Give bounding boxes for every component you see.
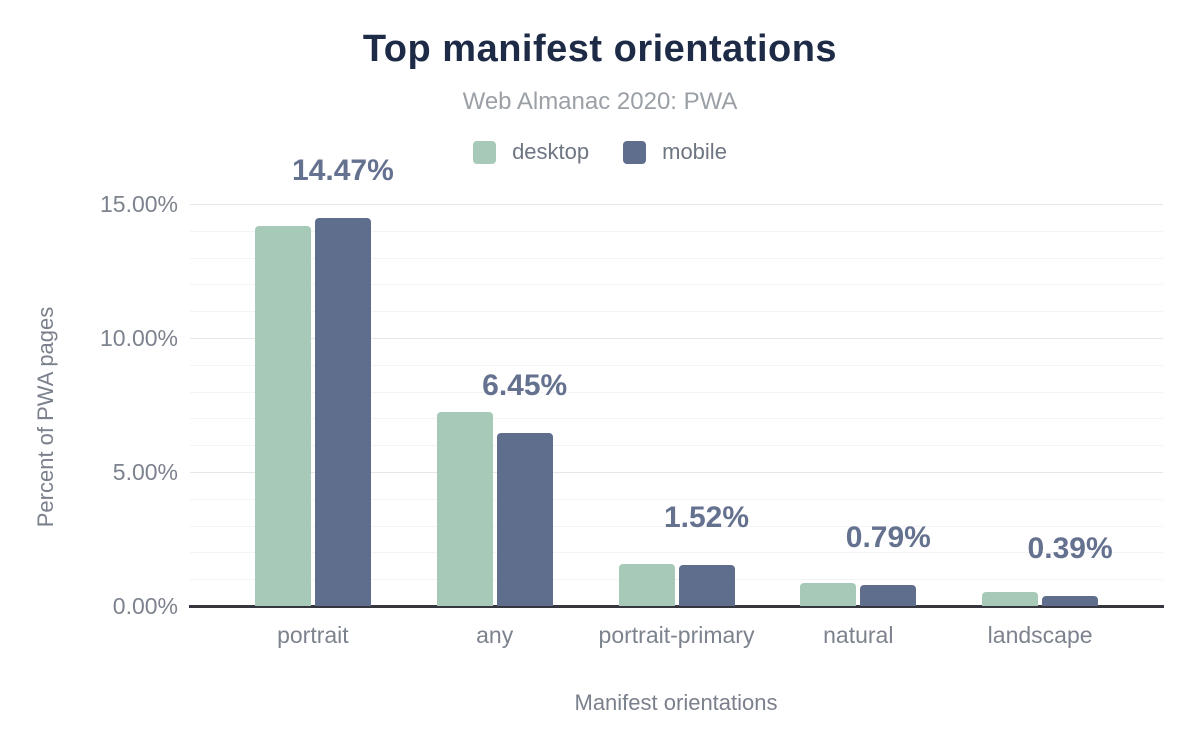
bar-desktop-any <box>436 412 493 606</box>
legend-item-desktop[interactable]: desktop <box>473 139 589 165</box>
x-category-label: portrait <box>277 622 349 648</box>
x-category-label: natural <box>823 622 894 648</box>
y-tick-label: 5.00% <box>112 459 178 485</box>
bar-mobile-landscape <box>1042 596 1099 606</box>
x-category-label: landscape <box>987 622 1093 648</box>
minor-gridline <box>190 552 1163 554</box>
x-axis-line <box>189 605 1164 608</box>
y-axis-title: Percent of PWA pages <box>33 306 58 528</box>
minor-gridline <box>190 418 1163 420</box>
value-label: 14.47% <box>292 154 394 188</box>
x-category-label: portrait-primary <box>598 622 755 648</box>
chart-title: Top manifest orientations <box>362 28 838 70</box>
x-category-label: any <box>476 622 514 648</box>
bar-mobile-portrait-primary <box>678 565 735 606</box>
legend-label: mobile <box>662 139 727 164</box>
value-label: 0.39% <box>1027 531 1113 565</box>
major-gridline <box>190 204 1163 205</box>
bar-desktop-portrait-primary <box>618 564 675 606</box>
minor-gridline <box>190 525 1163 527</box>
y-tick-label: 0.00% <box>112 593 178 619</box>
value-label: 6.45% <box>482 369 568 403</box>
y-tick-label: 15.00% <box>99 191 178 217</box>
bar-mobile-natural <box>860 585 917 606</box>
legend-swatch-mobile <box>623 140 647 164</box>
minor-gridline <box>190 284 1163 286</box>
chart-subtitle: Web Almanac 2020: PWA <box>462 88 738 115</box>
minor-gridline <box>190 579 1163 581</box>
bar-desktop-landscape <box>982 592 1039 606</box>
minor-gridline <box>190 311 1163 313</box>
value-label: 0.79% <box>845 520 931 554</box>
minor-gridline <box>190 498 1163 500</box>
minor-gridline <box>190 257 1163 259</box>
major-gridline <box>190 472 1163 473</box>
bar-desktop-natural <box>800 583 857 606</box>
minor-gridline <box>190 391 1163 393</box>
minor-gridline <box>190 230 1163 232</box>
bar-mobile-any <box>496 433 553 606</box>
bar-mobile-portrait <box>314 218 371 606</box>
bar-desktop-portrait <box>254 226 311 606</box>
value-label: 1.52% <box>663 501 750 535</box>
y-tick-label: 10.00% <box>99 325 178 351</box>
minor-gridline <box>190 445 1163 447</box>
major-gridline <box>190 338 1163 339</box>
legend-swatch-desktop <box>473 140 497 164</box>
legend: desktop mobile <box>0 139 1200 165</box>
legend-label: desktop <box>512 139 590 164</box>
minor-gridline <box>190 364 1163 366</box>
legend-item-mobile[interactable]: mobile <box>623 139 727 165</box>
x-axis-title: Manifest orientations <box>574 690 778 715</box>
